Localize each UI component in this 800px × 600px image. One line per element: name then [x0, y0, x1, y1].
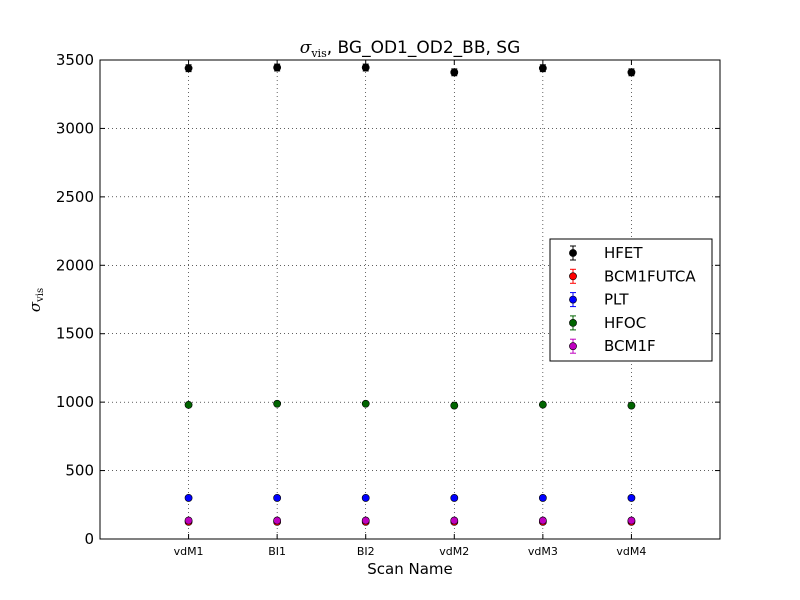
series-bcm1f	[184, 516, 636, 525]
ylabel-subscript: vis	[35, 288, 46, 303]
legend-label: PLT	[604, 291, 629, 309]
data-point-bcm1f	[538, 516, 547, 525]
legend: HFET BCM1FUTCA PLT HFOC BCM1F	[549, 238, 713, 362]
legend-marker	[569, 318, 577, 327]
x-tick-label: vdM3	[528, 545, 558, 558]
data-point-bcm1f	[450, 516, 459, 525]
data-point-hfet	[627, 68, 636, 77]
data-point-hfet	[273, 63, 282, 72]
y-axis-label: σvis	[26, 288, 46, 312]
title-suffix: , BG_OD1_OD2_BB, SG	[327, 38, 521, 58]
title-subscript: vis	[310, 47, 327, 60]
y-tick-label: 2500	[56, 188, 94, 206]
y-tick-label: 1500	[56, 325, 94, 343]
legend-marker	[569, 272, 577, 281]
y-tick-label: 0	[84, 530, 94, 548]
data-point-hfoc	[627, 401, 636, 410]
data-point-plt	[273, 494, 282, 502]
y-tick-label: 3000	[56, 119, 94, 137]
data-point-hfet	[361, 63, 370, 72]
data-point-bcm1f	[361, 516, 370, 525]
ylabel-symbol: σ	[26, 301, 44, 312]
chart-title: σvis, BG_OD1_OD2_BB, SG	[300, 38, 521, 60]
y-tick-label: 1000	[56, 393, 94, 411]
x-axis-label: Scan Name	[367, 560, 453, 578]
x-tick-label: BI2	[357, 545, 375, 558]
legend-marker	[569, 249, 577, 257]
legend-label: BCM1FUTCA	[604, 267, 696, 285]
data-point-plt	[538, 494, 547, 502]
data-point-bcm1f	[627, 516, 636, 525]
series-hfoc	[184, 399, 636, 410]
legend-entries: HFET BCM1FUTCA PLT HFOC BCM1F	[569, 244, 696, 355]
x-tick-label: vdM2	[439, 545, 469, 558]
data-point-hfoc	[538, 400, 547, 409]
title-symbol: σ	[300, 38, 312, 58]
legend-label: HFOC	[604, 314, 646, 332]
legend-marker	[569, 342, 577, 351]
x-tick-label: vdM4	[616, 545, 646, 558]
data-point-bcm1f	[184, 516, 193, 525]
y-tick-label: 2000	[56, 256, 94, 274]
legend-box	[549, 238, 713, 362]
data-point-hfet	[450, 68, 459, 77]
legend-label: HFET	[604, 244, 643, 262]
legend-marker	[569, 295, 577, 304]
plot-area-frame	[99, 59, 721, 540]
data-point-plt	[184, 494, 193, 502]
series-hfet	[184, 63, 636, 77]
data-point-plt	[361, 494, 370, 502]
data-point-bcm1f	[273, 516, 282, 525]
data-point-hfoc	[273, 399, 282, 408]
data-point-hfoc	[184, 400, 193, 409]
series-plt	[184, 494, 636, 502]
data-point-hfoc	[450, 401, 459, 410]
data-point-hfet	[538, 64, 547, 73]
x-tick-label: vdM1	[174, 545, 204, 558]
axis-ticks: 0 500 1000 1500 2000 2500 3000 3500 vdM1 BI1 BI2 vd…	[56, 51, 720, 558]
x-tick-label: BI1	[268, 545, 286, 558]
data-point-plt	[627, 494, 636, 502]
data-points	[184, 63, 636, 526]
legend-label: BCM1F	[604, 337, 656, 355]
data-point-hfet	[184, 64, 193, 73]
data-point-hfoc	[361, 399, 370, 408]
y-tick-label: 3500	[56, 51, 94, 69]
y-tick-label: 500	[65, 462, 94, 480]
data-point-plt	[450, 494, 459, 502]
